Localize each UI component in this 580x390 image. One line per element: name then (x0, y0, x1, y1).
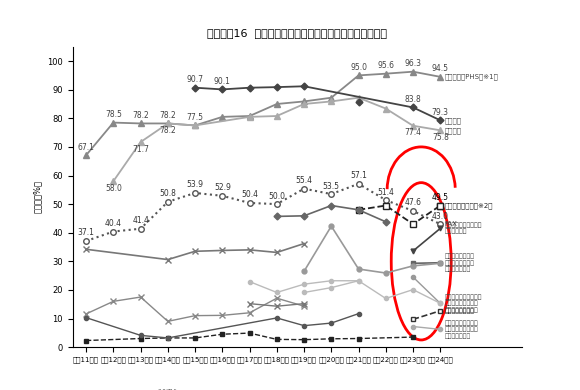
Text: 49.5: 49.5 (432, 193, 449, 202)
Text: 37.1: 37.1 (78, 229, 95, 238)
Text: 78.2: 78.2 (160, 111, 176, 120)
Text: 95.0: 95.0 (350, 63, 367, 72)
Text: 固定電話: 固定電話 (444, 117, 461, 124)
Text: 40.4: 40.4 (105, 219, 122, 228)
Text: 83.8: 83.8 (405, 95, 422, 104)
Text: 95.6: 95.6 (377, 61, 394, 70)
Text: 50.8: 50.8 (160, 189, 176, 198)
Text: 78.2: 78.2 (132, 111, 149, 120)
Text: 71.7: 71.7 (132, 145, 149, 154)
Text: その他インターネッ
トに接続できる家電
（情報家電）等: その他インターネッ トに接続できる家電 （情報家電）等 (444, 320, 478, 339)
Text: 53.5: 53.5 (323, 181, 340, 191)
Y-axis label: 保有率（%）: 保有率（%） (32, 181, 42, 213)
Text: 78.2: 78.2 (160, 126, 176, 135)
Text: 50.4: 50.4 (241, 190, 258, 199)
Text: 58.0: 58.0 (105, 184, 122, 193)
Text: 51.4: 51.4 (378, 188, 394, 197)
Text: スマートフォン（※2）: スマートフォン（※2） (444, 202, 493, 209)
Text: 75.8: 75.8 (432, 133, 449, 142)
Text: 77.5: 77.5 (187, 113, 204, 122)
Text: 57.1: 57.1 (350, 171, 367, 180)
Text: 50.0: 50.0 (269, 191, 285, 200)
Text: 90.7: 90.7 (187, 75, 204, 84)
Text: 67.1: 67.1 (78, 143, 95, 152)
Text: 43.0: 43.0 (432, 211, 449, 221)
Text: パソコン: パソコン (444, 127, 461, 134)
Text: 携帯電話・PHS（※1）: 携帯電話・PHS（※1） (444, 74, 498, 80)
Text: 52.9: 52.9 (214, 183, 231, 192)
Text: 41.4: 41.4 (132, 216, 149, 225)
Text: 55.4: 55.4 (296, 176, 313, 185)
Text: インターネットに接続
できるテレビ: インターネットに接続 できるテレビ (444, 222, 482, 234)
Text: 96.3: 96.3 (404, 59, 422, 68)
Text: インターネットに
接続できる家庭用
テレビゲーム機: インターネットに 接続できる家庭用 テレビゲーム機 (444, 254, 474, 272)
Text: 78.5: 78.5 (105, 110, 122, 119)
Text: パソコンなどからコン
テンツを直接録画で
きる携帯プレイヤー: パソコンなどからコン テンツを直接録画で きる携帯プレイヤー (444, 294, 482, 313)
Text: 90.1: 90.1 (214, 77, 231, 86)
Text: 47.6: 47.6 (404, 199, 422, 207)
Text: FAX: FAX (444, 221, 457, 227)
Text: タブレット型端末: タブレット型端末 (444, 308, 474, 314)
Text: 79.3: 79.3 (432, 108, 449, 117)
Text: 53.9: 53.9 (187, 181, 204, 190)
Text: 94.5: 94.5 (432, 64, 449, 73)
Text: 77.4: 77.4 (404, 128, 422, 137)
Text: 3.0(TV): 3.0(TV) (158, 389, 178, 390)
Title: 図表１－16  主な情報通信機器の普及状況の推移（世帯）: 図表１－16 主な情報通信機器の普及状況の推移（世帯） (207, 28, 387, 38)
